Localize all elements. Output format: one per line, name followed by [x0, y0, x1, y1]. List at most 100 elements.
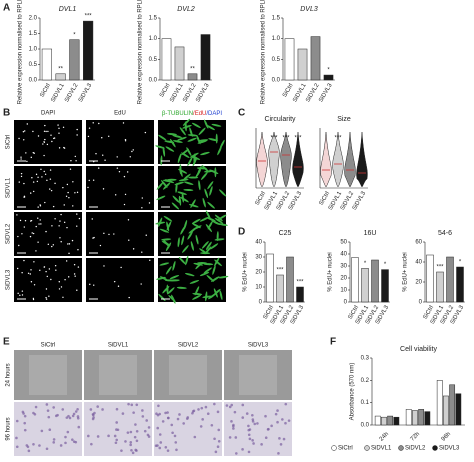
- stained-cell: [247, 428, 251, 432]
- cell: [196, 134, 201, 145]
- bar: [405, 409, 412, 426]
- cell: [202, 197, 206, 208]
- stained-cell: [161, 420, 165, 423]
- nucleus: [128, 296, 130, 299]
- y-axis-label: % EdU+ nuclei: [243, 252, 249, 292]
- nucleus: [123, 175, 126, 178]
- column-header: SiDVL1: [108, 343, 129, 349]
- stained-cell: [199, 425, 203, 428]
- violin-body: [268, 131, 280, 188]
- nucleus: [76, 213, 78, 215]
- stained-cell: [64, 441, 67, 445]
- stained-cell: [216, 410, 220, 414]
- stained-cell: [15, 419, 19, 423]
- stained-cell: [96, 405, 99, 408]
- y-axis-label: % EdU+ nuclei: [403, 252, 409, 292]
- nucleus: [32, 151, 35, 154]
- nucleus: [43, 141, 45, 143]
- cell: [182, 118, 191, 126]
- nucleus: [67, 243, 69, 245]
- stained-cell: [228, 405, 232, 409]
- significance: ***: [270, 136, 278, 142]
- stained-cell: [251, 418, 255, 421]
- cell: [203, 119, 209, 129]
- nucleus: [41, 176, 43, 178]
- stained-cell: [278, 437, 281, 440]
- violin-body: [344, 131, 356, 188]
- bar: [296, 286, 304, 303]
- stained-cell: [182, 422, 185, 425]
- nucleus: [63, 146, 65, 149]
- y-tick-label: 1.5: [29, 31, 38, 37]
- stained-cell: [76, 415, 80, 418]
- bar: [436, 380, 443, 426]
- stained-cell: [23, 428, 27, 432]
- y-tick-label: 1.5: [272, 16, 281, 22]
- stained-cell: [217, 440, 221, 443]
- stained-cell: [248, 437, 252, 441]
- nucleus: [39, 219, 41, 221]
- cell: [195, 169, 201, 178]
- stained-cell: [133, 435, 137, 439]
- membrane-sheen: [99, 355, 137, 395]
- stained-cell: [72, 412, 76, 416]
- nucleus: [122, 122, 125, 124]
- nucleus: [50, 189, 53, 192]
- y-tick-label: 0.5: [149, 57, 158, 63]
- stained-cell: [234, 436, 238, 439]
- y-tick-label: 40: [340, 252, 347, 258]
- cell: [159, 276, 169, 282]
- nucleus: [95, 153, 97, 155]
- chart-title: DVL3: [300, 6, 318, 13]
- nucleus: [108, 135, 110, 137]
- bar: [424, 411, 431, 426]
- significance: **: [190, 66, 195, 72]
- nucleus: [32, 181, 35, 183]
- cell: [181, 152, 190, 158]
- stained-cell: [251, 413, 254, 417]
- bar: [161, 38, 172, 81]
- nucleus: [23, 182, 25, 185]
- bar: [374, 415, 381, 426]
- nucleus: [16, 214, 18, 216]
- significance: ***: [294, 136, 302, 142]
- nucleus: [20, 172, 23, 175]
- nucleus: [19, 294, 21, 297]
- stained-cell: [127, 402, 130, 406]
- nucleus: [16, 267, 19, 270]
- cell: [179, 127, 186, 136]
- nucleus: [21, 290, 24, 292]
- stained-cell: [158, 433, 162, 436]
- nucleus: [74, 275, 76, 277]
- cell: [199, 248, 208, 255]
- nucleus: [124, 140, 127, 142]
- significance: *: [384, 262, 387, 268]
- nucleus: [30, 281, 33, 283]
- stained-cell: [91, 417, 95, 421]
- stained-cell: [115, 421, 118, 424]
- nucleus: [44, 124, 46, 127]
- cell: [175, 182, 178, 193]
- stained-cell: [247, 424, 250, 428]
- column-header: SiDVL2: [178, 343, 199, 349]
- nucleus: [52, 205, 55, 208]
- cell: [160, 155, 163, 166]
- nucleus: [68, 252, 70, 255]
- stained-cell: [46, 409, 50, 412]
- bar: [393, 416, 400, 426]
- panel-letter: C: [238, 108, 245, 119]
- cell: [208, 138, 218, 142]
- nucleus: [58, 147, 61, 149]
- stained-cell: [64, 435, 67, 439]
- nucleus: [18, 244, 20, 247]
- stained-cell: [89, 408, 93, 411]
- nucleus: [20, 156, 22, 158]
- nucleus: [77, 249, 79, 251]
- cell: [179, 164, 182, 175]
- nucleus: [25, 152, 27, 154]
- cell: [180, 196, 189, 203]
- stained-cell: [156, 426, 160, 430]
- nucleus: [68, 197, 70, 199]
- stained-cell: [176, 417, 180, 421]
- cell: [211, 220, 221, 226]
